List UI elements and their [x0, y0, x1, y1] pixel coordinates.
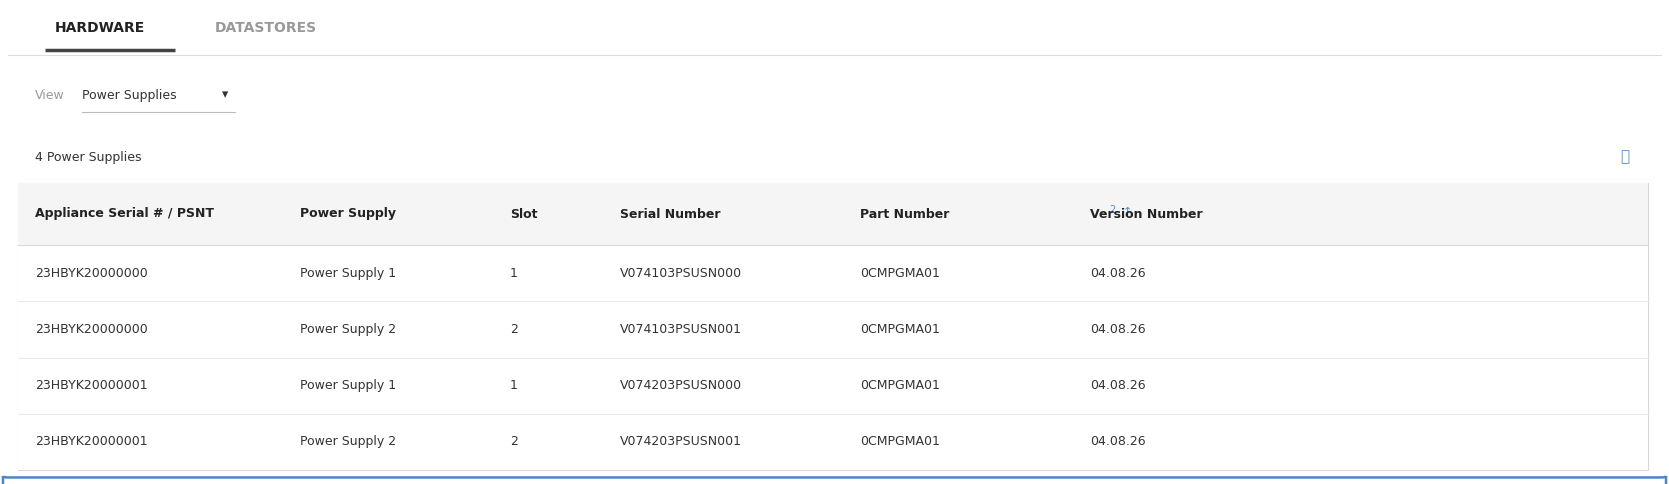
Text: HARDWARE: HARDWARE — [55, 21, 145, 35]
Text: Power Supply 1: Power Supply 1 — [300, 379, 396, 392]
Text: Slot: Slot — [511, 208, 537, 221]
Text: Power Supplies: Power Supplies — [82, 89, 177, 102]
Bar — [18, 245, 1647, 301]
Text: ⎘: ⎘ — [1621, 150, 1629, 165]
Text: DATASTORES: DATASTORES — [215, 21, 317, 35]
Text: ▾: ▾ — [222, 89, 229, 102]
Text: Part Number: Part Number — [860, 208, 950, 221]
Text: V074103PSUSN001: V074103PSUSN001 — [619, 323, 743, 336]
Bar — [18, 301, 1647, 358]
Text: 23HBYK20000000: 23HBYK20000000 — [35, 323, 149, 336]
Text: Appliance Serial # / PSNT: Appliance Serial # / PSNT — [35, 208, 214, 221]
Text: View: View — [35, 89, 65, 102]
Text: V074203PSUSN000: V074203PSUSN000 — [619, 379, 743, 392]
Text: 23HBYK20000001: 23HBYK20000001 — [35, 436, 147, 448]
Text: Power Supply: Power Supply — [300, 208, 396, 221]
Bar — [18, 414, 1647, 470]
Text: 23HBYK20000000: 23HBYK20000000 — [35, 267, 149, 280]
Text: 0CMPGMA01: 0CMPGMA01 — [860, 379, 940, 392]
Text: 1: 1 — [511, 379, 517, 392]
Text: ↑: ↑ — [1123, 207, 1132, 216]
Bar — [8, 8, 1661, 58]
Text: Version Number: Version Number — [1090, 208, 1203, 221]
Text: V074203PSUSN001: V074203PSUSN001 — [619, 436, 743, 448]
Text: 2: 2 — [1110, 205, 1117, 215]
Bar — [18, 183, 1647, 245]
Text: 23HBYK20000001: 23HBYK20000001 — [35, 379, 147, 392]
Text: 4 Power Supplies: 4 Power Supplies — [35, 151, 142, 164]
Text: 04.08.26: 04.08.26 — [1090, 379, 1145, 392]
Text: 0CMPGMA01: 0CMPGMA01 — [860, 267, 940, 280]
Text: Power Supply 2: Power Supply 2 — [300, 436, 396, 448]
Text: V074103PSUSN000: V074103PSUSN000 — [619, 267, 743, 280]
Text: 2: 2 — [511, 323, 517, 336]
Text: 0CMPGMA01: 0CMPGMA01 — [860, 436, 940, 448]
Bar — [18, 358, 1647, 414]
Text: 04.08.26: 04.08.26 — [1090, 436, 1145, 448]
Text: 1: 1 — [511, 267, 517, 280]
Text: 04.08.26: 04.08.26 — [1090, 323, 1145, 336]
Text: Serial Number: Serial Number — [619, 208, 721, 221]
FancyBboxPatch shape — [3, 476, 1666, 484]
Text: 04.08.26: 04.08.26 — [1090, 267, 1145, 280]
Bar — [18, 183, 1647, 470]
Text: Power Supply 2: Power Supply 2 — [300, 323, 396, 336]
Text: Power Supply 1: Power Supply 1 — [300, 267, 396, 280]
Text: 0CMPGMA01: 0CMPGMA01 — [860, 323, 940, 336]
Text: 2: 2 — [511, 436, 517, 448]
